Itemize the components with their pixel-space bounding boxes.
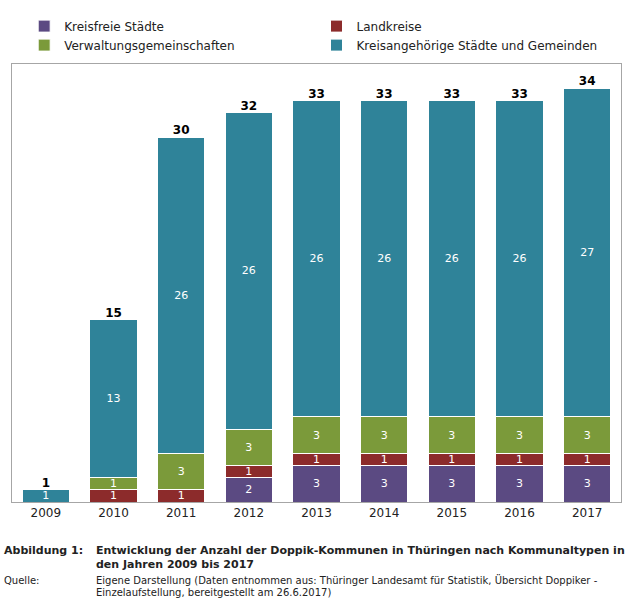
- svg-text:33: 33: [443, 87, 460, 101]
- svg-text:1: 1: [448, 453, 455, 466]
- svg-text:2014: 2014: [369, 506, 400, 520]
- svg-text:1: 1: [178, 489, 185, 502]
- svg-text:2: 2: [245, 483, 252, 496]
- svg-text:1: 1: [110, 477, 117, 490]
- svg-text:30: 30: [173, 123, 190, 137]
- svg-text:33: 33: [511, 87, 528, 101]
- svg-text:32: 32: [240, 99, 257, 113]
- svg-text:3: 3: [584, 477, 591, 490]
- svg-text:34: 34: [579, 74, 596, 88]
- svg-text:3: 3: [381, 429, 388, 442]
- svg-text:2012: 2012: [234, 506, 265, 520]
- svg-text:33: 33: [308, 87, 325, 101]
- svg-text:3: 3: [448, 477, 455, 490]
- svg-text:26: 26: [310, 252, 324, 265]
- svg-text:26: 26: [513, 252, 527, 265]
- svg-text:1: 1: [42, 489, 49, 502]
- svg-text:3: 3: [178, 465, 185, 478]
- svg-text:1: 1: [584, 453, 591, 466]
- html-text:Quelle:: Quelle:: [4, 574, 40, 586]
- svg-text:3: 3: [313, 429, 320, 442]
- svg-text:1: 1: [313, 453, 320, 466]
- svg-text:3: 3: [584, 429, 591, 442]
- svg-text:26: 26: [174, 289, 188, 302]
- svg-text:1: 1: [245, 465, 252, 478]
- svg-text:2009: 2009: [31, 506, 62, 520]
- svg-text:Kreisfreie Städte: Kreisfreie Städte: [64, 20, 164, 34]
- svg-text:26: 26: [242, 264, 256, 277]
- svg-text:13: 13: [107, 392, 121, 405]
- svg-text:2010: 2010: [98, 506, 129, 520]
- svg-text:3: 3: [516, 477, 523, 490]
- svg-text:1: 1: [42, 476, 50, 490]
- svg-text:3: 3: [516, 429, 523, 442]
- html-text:Entwicklung der Anzahl der Dop: Entwicklung der Anzahl der Doppik-Kommun…: [96, 544, 625, 571]
- svg-text:Landkreise: Landkreise: [357, 20, 422, 34]
- svg-text:2013: 2013: [301, 506, 332, 520]
- svg-text:1: 1: [381, 453, 388, 466]
- svg-text:2017: 2017: [572, 506, 603, 520]
- svg-text:3: 3: [448, 429, 455, 442]
- svg-text:Kreisangehörige Städte und Gem: Kreisangehörige Städte und Gemeinden: [357, 39, 598, 53]
- svg-text:27: 27: [580, 246, 594, 259]
- svg-text:33: 33: [376, 87, 393, 101]
- svg-text:26: 26: [445, 252, 459, 265]
- svg-text:2011: 2011: [166, 506, 197, 520]
- html-text:Eigene Darstellung (Daten entn: Eigene Darstellung (Daten entnommen aus:…: [96, 574, 598, 598]
- svg-text:15: 15: [105, 306, 122, 320]
- svg-text:26: 26: [377, 252, 391, 265]
- svg-text:3: 3: [381, 477, 388, 490]
- svg-text:3: 3: [245, 441, 252, 454]
- svg-text:2016: 2016: [504, 506, 535, 520]
- svg-text:1: 1: [110, 489, 117, 502]
- svg-text:1: 1: [516, 453, 523, 466]
- svg-text:2015: 2015: [437, 506, 468, 520]
- html-text:Abbildung 1:: Abbildung 1:: [4, 544, 84, 557]
- svg-text:3: 3: [313, 477, 320, 490]
- svg-text:Verwaltungsgemeinschaften: Verwaltungsgemeinschaften: [64, 39, 234, 53]
